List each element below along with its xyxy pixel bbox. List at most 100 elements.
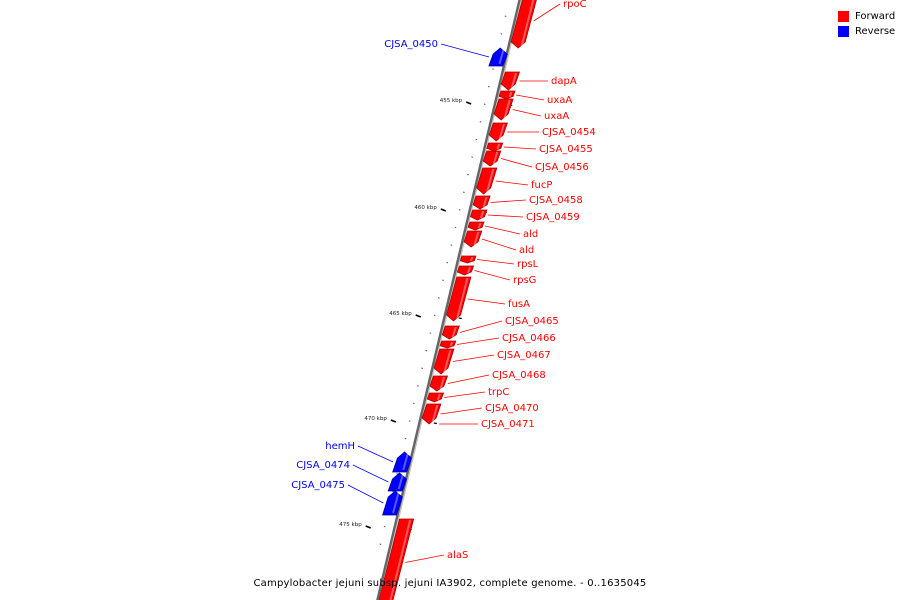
strand-tick xyxy=(433,422,437,425)
gene-leader-line xyxy=(533,3,561,22)
tick-label: 465 kbp xyxy=(389,311,412,317)
gene-glyph-cjsa_0468 xyxy=(429,375,449,392)
gene-leader-line xyxy=(352,464,389,483)
minor-tick xyxy=(492,68,494,70)
gene-glyph-fucp xyxy=(476,167,498,195)
minor-tick xyxy=(450,244,453,246)
gene-label-trpc: trpC xyxy=(488,387,509,398)
minor-tick xyxy=(421,367,424,369)
gene-glyph-shine xyxy=(496,143,501,150)
strand-tick xyxy=(458,317,462,320)
gene-label-rpoc: rpoC xyxy=(563,0,587,10)
legend-item-forward: Forward xyxy=(838,9,895,24)
minor-tick xyxy=(408,420,411,422)
gene-leader-line xyxy=(444,391,486,398)
tick-label: 470 kbp xyxy=(364,416,387,422)
gene-label-cjsa_0456: CJSA_0456 xyxy=(535,162,589,173)
gene-leader-line xyxy=(474,270,511,281)
gene-glyph-shine xyxy=(508,91,513,98)
gene-leader-line xyxy=(440,43,490,58)
minor-tick xyxy=(425,349,428,352)
gene-glyph-rpoc xyxy=(510,0,537,49)
minor-tick xyxy=(437,297,440,299)
gene-glyph-cjsa_0454 xyxy=(488,122,508,142)
gene-label-cjsa_0470: CJSA_0470 xyxy=(485,403,539,414)
major-ticks: 455 kbp 460 kbp 465 kbp 470 kbp 475 kbp xyxy=(339,98,513,531)
gene-glyph-cjsa_0456 xyxy=(482,150,502,167)
minor-tick xyxy=(483,103,486,105)
major-tick xyxy=(415,314,422,318)
gene-label-hemh: hemH xyxy=(325,441,355,452)
gene-glyph-rpsg xyxy=(456,265,475,276)
gene-leader-line xyxy=(481,238,517,251)
gene-glyph-cjsa_0475 xyxy=(382,490,403,516)
gene-leader-line xyxy=(477,259,515,265)
gene-label-dapa: dapA xyxy=(551,76,577,87)
gene-label-cjsa_0471: CJSA_0471 xyxy=(481,419,535,430)
gene-label-alas: alaS xyxy=(447,550,468,561)
minor-tick xyxy=(412,402,415,405)
gene-glyph-shine xyxy=(443,349,452,373)
minor-tick xyxy=(467,173,469,176)
gene-glyph-shine xyxy=(397,473,404,490)
tick-label: 455 kbp xyxy=(440,98,463,104)
minor-tick xyxy=(404,437,407,440)
gene-glyph-ald xyxy=(463,230,483,248)
gene-label-cjsa_0458: CJSA_0458 xyxy=(529,195,583,206)
gene-label-cjsa_0467: CJSA_0467 xyxy=(497,350,551,361)
gene-leader-line xyxy=(440,407,483,415)
minor-tick xyxy=(500,33,503,35)
gene-leader-line xyxy=(495,180,529,186)
legend-label-forward: Forward xyxy=(855,11,896,22)
minor-tick xyxy=(454,226,457,229)
gene-glyph-shine xyxy=(520,0,535,47)
minor-tick xyxy=(475,138,478,141)
gene-glyph-cjsa_0474 xyxy=(387,472,407,492)
gene-leader-line xyxy=(452,354,495,362)
gene-glyph-rpsl xyxy=(459,255,477,264)
gene-glyph-cjsa_0459 xyxy=(470,209,488,221)
gene-glyph-shine xyxy=(392,491,400,514)
minor-tick xyxy=(433,314,436,317)
gene-glyph-dapa xyxy=(500,71,521,91)
gene-glyph-shine xyxy=(431,404,439,423)
minor-tick xyxy=(504,15,507,17)
gene-glyph-shine xyxy=(439,376,445,390)
gene-leader-line xyxy=(490,199,527,203)
gene-leader-line xyxy=(484,225,521,235)
gene-leader-line xyxy=(347,484,384,504)
minor-tick xyxy=(479,121,482,123)
gene-glyph-shine xyxy=(469,256,474,262)
gene-label-cjsa_0455: CJSA_0455 xyxy=(539,144,593,155)
gene-leader-line xyxy=(459,320,503,333)
gene-label-cjsa_0474: CJSA_0474 xyxy=(296,460,350,471)
gene-glyph-shine xyxy=(449,341,454,347)
major-tick xyxy=(440,208,447,212)
gene-glyph-shine xyxy=(402,452,409,471)
gene-leader-line xyxy=(512,109,542,117)
gene-glyph-shine xyxy=(473,231,480,246)
gene-glyph-shine xyxy=(389,519,412,600)
gene-glyph-cjsa_0470 xyxy=(421,403,442,425)
gene-glyph-cjsa_0458 xyxy=(472,195,491,210)
gene-glyph-shine xyxy=(486,168,495,193)
gene-glyph-shine xyxy=(477,222,482,229)
gene-leader-line xyxy=(456,337,500,345)
legend: Forward Reverse xyxy=(838,9,895,39)
minor-tick xyxy=(417,385,419,387)
gene-glyph-shine xyxy=(436,393,441,401)
legend-item-reverse: Reverse xyxy=(838,24,895,39)
gene-label-rpsg: rpsG xyxy=(513,275,536,286)
minor-tick xyxy=(487,85,490,88)
gene-glyph-shine xyxy=(492,151,499,165)
major-tick xyxy=(365,525,372,529)
gene-label-rpsl: rpsL xyxy=(517,259,539,270)
gene-glyph-shine xyxy=(451,326,457,338)
gene-glyph-cjsa_0450 xyxy=(488,47,508,67)
gene-label-fucp: fucP xyxy=(531,180,552,191)
gene-glyph-ald xyxy=(467,221,485,231)
gene-label-cjsa_0454: CJSA_0454 xyxy=(542,127,596,138)
gene-leader-line xyxy=(405,554,445,563)
gene-leader-line xyxy=(487,214,524,218)
gene-leader-line xyxy=(503,146,537,150)
